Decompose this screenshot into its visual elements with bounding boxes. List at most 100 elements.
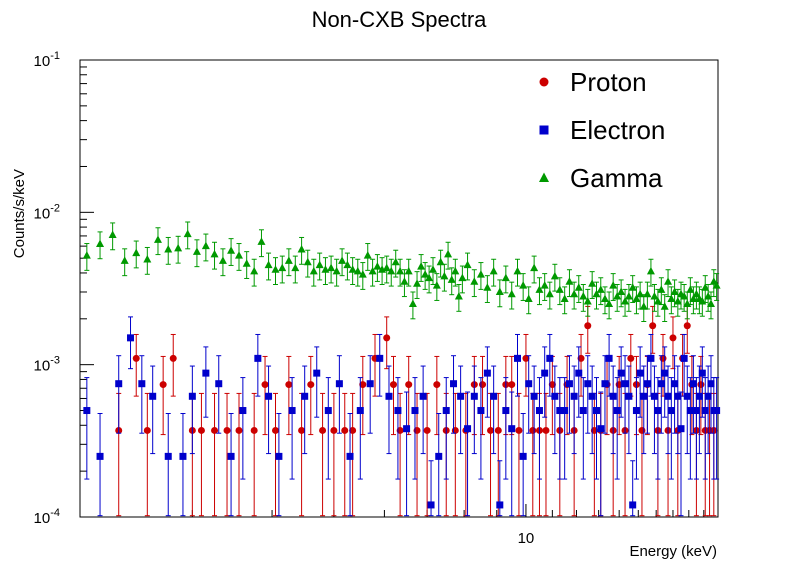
data-point [535, 285, 544, 293]
data-point [570, 289, 579, 298]
data-point [254, 354, 262, 362]
data-point [250, 426, 258, 434]
data-point [514, 354, 522, 362]
data-point [271, 265, 280, 273]
series-gamma [82, 221, 721, 323]
data-point [525, 380, 533, 388]
data-point [519, 281, 528, 289]
data-point [315, 260, 324, 269]
data-point [570, 392, 578, 400]
data-point [579, 292, 588, 300]
axis-ticks [79, 59, 719, 518]
data-point [330, 426, 338, 434]
data-point [192, 247, 201, 255]
data-point [704, 392, 712, 400]
data-point [275, 452, 283, 460]
data-point [487, 426, 495, 434]
data-point [383, 334, 391, 342]
data-point [643, 380, 651, 388]
legend-label: Gamma [570, 163, 663, 193]
data-point [343, 260, 352, 269]
data-point [297, 245, 306, 253]
legend-label: Electron [570, 115, 665, 145]
data-point [149, 392, 157, 400]
data-point [436, 257, 445, 266]
data-point [358, 270, 367, 278]
data-point [609, 392, 617, 400]
data-point [411, 407, 419, 415]
data-point [138, 380, 146, 388]
data-point [530, 263, 539, 272]
data-point [428, 265, 437, 273]
data-point [421, 270, 430, 278]
data-point [502, 407, 510, 415]
data-point [373, 262, 382, 270]
data-point [120, 256, 129, 264]
y-tick-label: 10-2 [34, 202, 60, 222]
data-point [650, 292, 659, 300]
data-point [404, 266, 413, 275]
data-point [346, 452, 354, 460]
data-point [451, 266, 460, 275]
data-point [636, 289, 645, 298]
data-point [227, 452, 235, 460]
data-point [697, 381, 705, 389]
data-point [218, 256, 227, 264]
data-point [210, 249, 219, 258]
data-point [671, 380, 679, 388]
data-point [583, 296, 592, 305]
data-point [464, 425, 472, 433]
data-point [628, 283, 637, 291]
data-point [625, 392, 633, 400]
data-point [624, 292, 633, 300]
data-point [239, 407, 247, 415]
data-point [483, 369, 491, 377]
data-point [565, 380, 573, 388]
data-point [535, 407, 543, 415]
data-point [501, 273, 510, 282]
data-point [650, 392, 658, 400]
data-point [683, 392, 691, 400]
data-point [164, 245, 173, 253]
data-point [423, 426, 431, 434]
data-point [127, 334, 135, 342]
data-point [653, 296, 662, 305]
data-point [457, 392, 465, 400]
data-point [327, 263, 336, 272]
data-point [391, 257, 400, 266]
legend-entry-proton: Proton [539, 67, 647, 97]
data-point [153, 235, 162, 243]
data-point [285, 381, 293, 389]
data-point [629, 501, 637, 509]
data-point [278, 263, 287, 272]
data-point [458, 273, 467, 282]
data-point [713, 407, 721, 415]
data-point [250, 266, 259, 275]
data-point [683, 299, 692, 308]
data-point [683, 322, 691, 330]
data-point [470, 277, 479, 285]
data-point [242, 259, 251, 267]
data-point [387, 266, 396, 275]
data-point [689, 380, 697, 388]
data-point [588, 392, 596, 400]
data-point [108, 230, 117, 238]
data-point [664, 277, 673, 285]
data-point [444, 249, 453, 258]
data-point [657, 380, 665, 388]
data-point [413, 279, 422, 287]
tick-labels: 10-4 10-3 10-2 10-1 10 [34, 50, 535, 547]
data-point [588, 279, 597, 287]
data-point [673, 296, 682, 305]
data-point [689, 294, 698, 302]
data-point [632, 294, 641, 302]
data-point [417, 262, 426, 270]
data-point [338, 256, 347, 264]
data-point [632, 407, 640, 415]
data-point [376, 354, 384, 362]
data-point [301, 392, 309, 400]
data-point [579, 407, 587, 415]
data-point [363, 251, 372, 259]
data-point [597, 425, 605, 433]
data-point [264, 260, 273, 269]
